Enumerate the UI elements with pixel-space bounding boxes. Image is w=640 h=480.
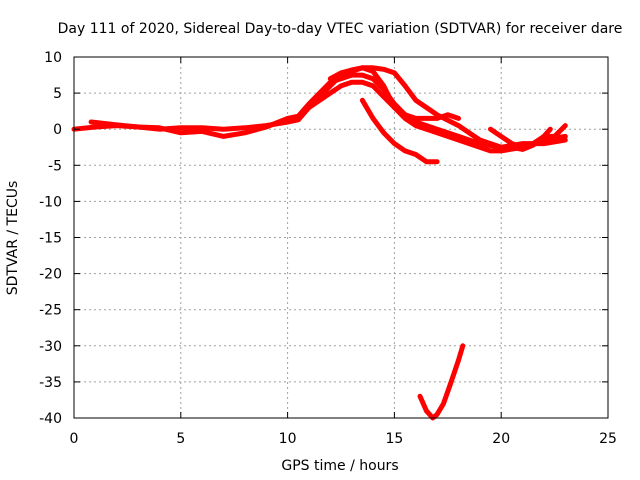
x-tick-label: 10 (279, 431, 297, 447)
y-tick-label: -10 (39, 194, 62, 210)
y-tick-label: -30 (39, 339, 62, 355)
y-tick-label: -5 (48, 158, 62, 174)
y-tick-label: 5 (53, 86, 62, 102)
chart-title: Day 111 of 2020, Sidereal Day-to-day VTE… (58, 21, 623, 37)
grid-lines (74, 57, 608, 418)
axis-ticks: 0 5 10 15 20 25 10 5 0 -5 -10 -15 -20 -25 -30 -35 -40 (39, 50, 617, 447)
x-axis-label: GPS time / hours (281, 458, 398, 474)
series-group (71, 65, 568, 421)
series-line-sat-b (88, 72, 568, 150)
y-tick-label: -20 (39, 267, 62, 283)
y-tick-label: -35 (39, 375, 62, 391)
y-axis-label: SDTVAR / TECUs (5, 181, 21, 296)
x-tick-label: 0 (70, 431, 79, 447)
y-tick-label: 10 (44, 50, 62, 66)
y-tick-label: -40 (39, 411, 62, 427)
series-line-sat-e (359, 97, 440, 165)
series-line-sat-d (327, 65, 504, 150)
x-tick-label: 25 (599, 431, 617, 447)
series-line-sat-c (306, 79, 461, 121)
series-line-sat-f (417, 343, 466, 421)
y-tick-label: -25 (39, 303, 62, 319)
y-tick-label: -15 (39, 231, 62, 247)
x-tick-label: 20 (492, 431, 510, 447)
x-tick-label: 5 (176, 431, 185, 447)
series-line-sat-h (498, 126, 553, 152)
x-tick-label: 15 (385, 431, 403, 447)
y-tick-label: 0 (53, 122, 62, 138)
